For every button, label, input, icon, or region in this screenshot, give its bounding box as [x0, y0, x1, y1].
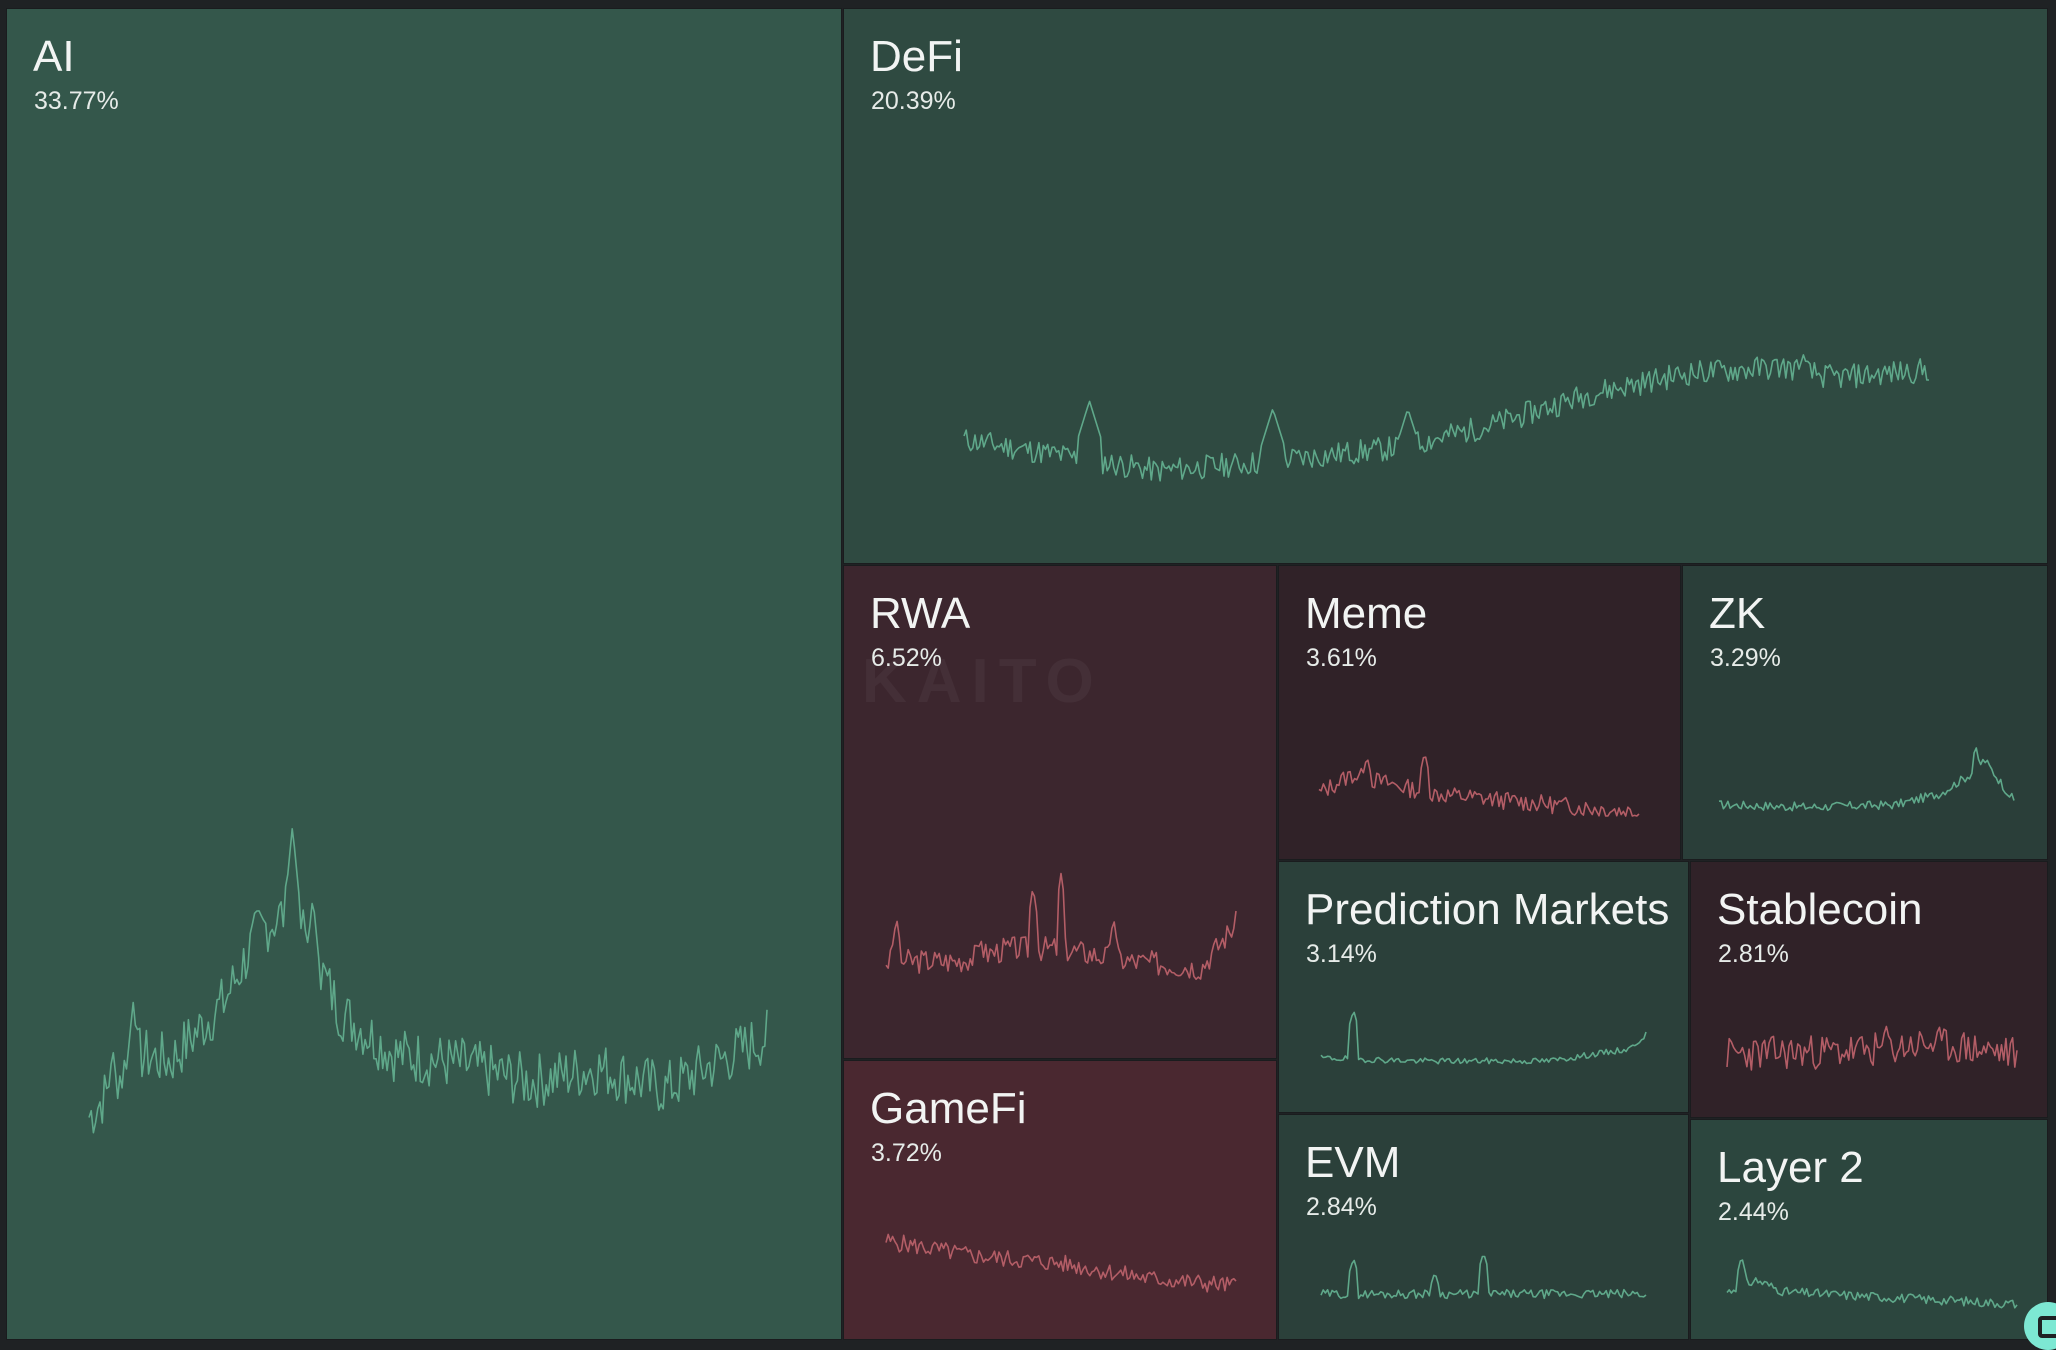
sparkline-stablecoin [1726, 1025, 2018, 1071]
tile-gamefi[interactable]: GameFi 3.72% [843, 1060, 1277, 1340]
tile-defi[interactable]: DeFi 20.39% [843, 8, 2048, 564]
sparkline-meme [1318, 756, 1640, 817]
tile-name: Layer 2 [1717, 1143, 1864, 1192]
tile-name: AI [33, 32, 75, 81]
tile-prediction-markets[interactable]: Prediction Markets 3.14% [1278, 861, 1689, 1113]
sparkline-ai [88, 828, 768, 1134]
tile-share: 6.52% [871, 644, 942, 672]
sparkline-path-evm [1320, 1255, 1647, 1300]
tile-share: 3.72% [871, 1139, 942, 1167]
tile-name: GameFi [870, 1084, 1027, 1133]
sparkline-defi [963, 354, 1929, 482]
sparkline-path-rwa [885, 872, 1237, 980]
tile-zk[interactable]: ZK 3.29% [1682, 565, 2048, 860]
tile-share: 33.77% [34, 87, 119, 115]
sparkline-path-zk [1718, 747, 2015, 812]
tile-name: EVM [1305, 1138, 1401, 1187]
sparkline-zk [1718, 747, 2015, 812]
sparkline-path-stablecoin [1726, 1025, 2018, 1071]
tile-share: 2.84% [1306, 1193, 1377, 1221]
sparkline-prediction-markets [1320, 1011, 1647, 1065]
sparkline-gamefi [885, 1233, 1237, 1293]
sparkline-layer-2 [1726, 1259, 2018, 1309]
tile-evm[interactable]: EVM 2.84% [1278, 1114, 1689, 1340]
sparkline-rwa [885, 872, 1237, 980]
sparkline-path-layer2 [1726, 1259, 2018, 1309]
tile-share: 2.81% [1718, 940, 1789, 968]
tile-name: RWA [870, 589, 971, 638]
tile-layer-2[interactable]: Layer 2 2.44% [1690, 1119, 2048, 1340]
sparkline-path-defi [963, 354, 1929, 482]
tile-share: 3.29% [1710, 644, 1781, 672]
sparkline-path-ai [88, 828, 768, 1134]
tile-name: Prediction Markets [1305, 885, 1670, 934]
tile-share: 20.39% [871, 87, 956, 115]
tile-name: Stablecoin [1717, 885, 1923, 934]
tile-ai[interactable]: AI 33.77% [6, 8, 842, 1340]
sparkline-evm [1320, 1255, 1647, 1300]
sparkline-path-gamefi [885, 1233, 1237, 1293]
sparkline-path-meme [1318, 756, 1640, 817]
tile-name: ZK [1709, 589, 1766, 638]
tile-name: Meme [1305, 589, 1428, 638]
tile-share: 3.61% [1306, 644, 1377, 672]
chat-widget-icon[interactable] [2024, 1302, 2056, 1350]
tile-meme[interactable]: Meme 3.61% [1278, 565, 1681, 860]
sparkline-path-prediction [1320, 1011, 1647, 1065]
tile-stablecoin[interactable]: Stablecoin 2.81% [1690, 861, 2048, 1118]
tile-share: 3.14% [1306, 940, 1377, 968]
tile-rwa[interactable]: RWA 6.52% [843, 565, 1277, 1059]
tile-share: 2.44% [1718, 1198, 1789, 1226]
tile-name: DeFi [870, 32, 963, 81]
